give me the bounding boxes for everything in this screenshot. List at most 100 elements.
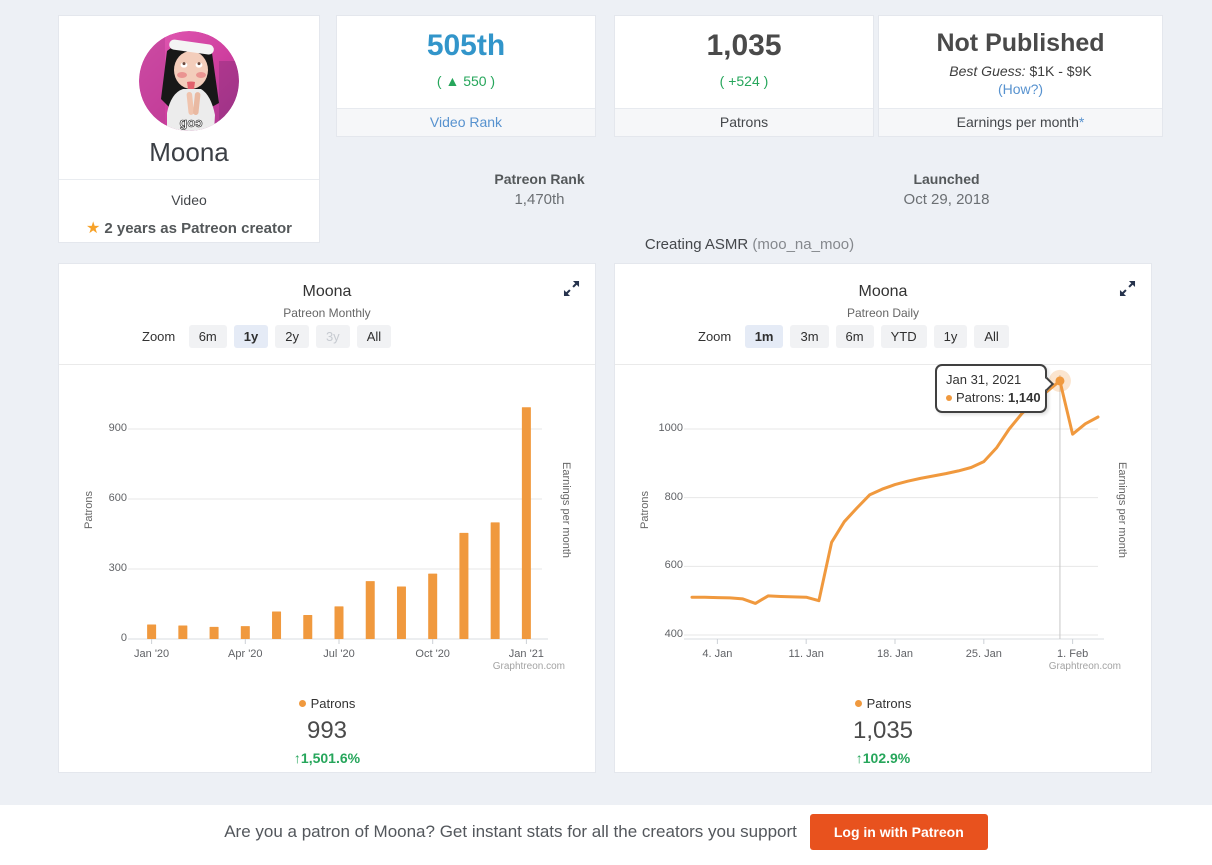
zoom-button-3y: 3y	[315, 325, 350, 348]
chart-bar[interactable]	[334, 606, 344, 639]
zoom-button-1y[interactable]: 1y	[933, 325, 968, 348]
zoom-button-1y[interactable]: 1y	[233, 325, 269, 348]
y-tick-label: 600	[108, 492, 127, 504]
y-tick-label: 600	[664, 559, 683, 572]
chart-bar[interactable]	[240, 626, 250, 639]
video-rank-card: 505th ( ▲ 550 ) Video Rank	[336, 15, 596, 137]
creating-line: Creating ASMR (moo_na_moo)	[336, 236, 1163, 253]
chart-bar[interactable]	[459, 532, 469, 639]
patrons-label: Patrons	[719, 114, 769, 130]
tooltip-series-label: Patrons:	[956, 390, 1005, 405]
chart-bar[interactable]	[272, 611, 282, 639]
divider	[615, 364, 1151, 365]
monthly-zoom-row: Zoom 6m 1y 2y 3y All	[142, 325, 398, 349]
legend-series[interactable]: Patrons	[615, 696, 1151, 711]
legend-series[interactable]: Patrons	[59, 696, 595, 711]
page: { "page": { "background": "#edf0f5", "ac…	[0, 15, 1212, 865]
expand-icon[interactable]	[563, 280, 580, 297]
monthly-plot-area[interactable]: Patrons Earnings per month Graphtreon.co…	[59, 364, 595, 694]
chart-bar[interactable]	[147, 624, 157, 639]
patrons-card: 1,035 ( +524 ) Patrons	[614, 15, 874, 137]
legend-label: Patrons	[310, 696, 356, 711]
tooltip-value: 1,140	[1008, 390, 1041, 405]
creating-text: Creating ASMR	[644, 236, 749, 253]
y-tick-label: 400	[664, 628, 683, 640]
chart-bar[interactable]	[490, 522, 500, 639]
watermark: Graphtreon.com	[1048, 661, 1121, 672]
how-link[interactable]: (How?)	[997, 80, 1044, 97]
zoom-button-6m[interactable]: 6m	[188, 325, 227, 348]
zoom-button-6m[interactable]: 6m	[835, 325, 874, 348]
expand-icon[interactable]	[1119, 280, 1136, 297]
y-tick-label: 0	[120, 632, 127, 644]
zoom-button-All[interactable]: All	[974, 325, 1009, 348]
series-dot-icon	[946, 395, 952, 401]
y-tick-label: 900	[108, 422, 127, 434]
zoom-button-3m[interactable]: 3m	[790, 325, 829, 348]
patrons-body: 1,035 ( +524 )	[615, 16, 873, 108]
zoom-button-All[interactable]: All	[356, 325, 392, 348]
creator-category: Video	[171, 192, 207, 208]
x-tick-label: Jan '21	[508, 648, 544, 660]
creating-handle: (moo_na_moo)	[748, 236, 855, 253]
x-tick-label: Apr '20	[228, 648, 263, 660]
monthly-chart-subtitle: Patreon Monthly	[283, 306, 371, 320]
patrons-line[interactable]	[690, 379, 1100, 605]
highlighted-point[interactable]	[1055, 376, 1065, 386]
patrons-change: ( +524 )	[719, 72, 769, 89]
earnings-guess-value: $1K - $9K	[1029, 62, 1092, 79]
zoom-label: Zoom	[698, 329, 732, 344]
monthly-chart-svg[interactable]	[128, 381, 556, 651]
x-tick-label: 25. Jan	[965, 648, 1002, 660]
launched-block: Launched Oct 29, 2018	[743, 171, 1150, 208]
current-patrons: 993	[306, 717, 348, 744]
video-rank-value: 505th	[426, 29, 506, 62]
y-tick-label: 1000	[658, 422, 683, 434]
x-tick-label: Jan '20	[134, 648, 170, 660]
login-message: Are you a patron of Moona? Get instant s…	[224, 822, 797, 841]
launched-value: Oct 29, 2018	[903, 191, 990, 208]
star-icon: ★	[86, 220, 101, 237]
patreon-rank-label: Patreon Rank	[494, 171, 585, 187]
login-banner: Are you a patron of Moona? Get instant s…	[0, 805, 1212, 865]
video-rank-body: 505th ( ▲ 550 )	[337, 16, 595, 108]
legend-label: Patrons	[866, 696, 912, 711]
x-tick-label: 4. Jan	[702, 648, 733, 660]
y-tick-label: 300	[108, 562, 127, 574]
tenure-text: 2 years as Patreon creator	[104, 220, 292, 237]
earnings-label: Earnings per month	[956, 114, 1079, 130]
zoom-button-1m[interactable]: 1m	[744, 325, 784, 348]
patrons-footer: Patrons	[615, 108, 873, 136]
chart-bar[interactable]	[303, 614, 313, 639]
chart-bar[interactable]	[209, 626, 219, 639]
current-patrons: 1,035	[852, 717, 914, 744]
zoom-label: Zoom	[142, 329, 176, 344]
monthly-chart-title: Moona	[302, 283, 352, 300]
daily-plot-area[interactable]: Patrons Earnings per month Graphtreon.co…	[615, 364, 1151, 694]
chart-tooltip: Jan 31, 2021 Patrons: 1,140	[935, 364, 1055, 413]
video-rank-link[interactable]: Video Rank	[429, 114, 503, 130]
earnings-value: Not Published	[936, 29, 1105, 57]
video-rank-footer: Video Rank	[337, 108, 595, 136]
chart-bar[interactable]	[178, 625, 188, 639]
chart-bar[interactable]	[365, 581, 375, 639]
profile-card: goɔ Moona Video ★ 2 years as Patreon crea…	[58, 15, 320, 243]
earnings-guess: Best Guess: $1K - $9K	[879, 63, 1162, 79]
tooltip-date: Jan 31, 2021	[946, 372, 1022, 387]
zoom-button-YTD[interactable]: YTD	[880, 325, 927, 348]
creator-tenure: ★ 2 years as Patreon creator	[59, 218, 319, 238]
daily-chart-card: Moona Patreon Daily Zoom 1m 3m 6m YTD 1y All …	[614, 263, 1152, 773]
earnings-card: Not Published Best Guess: $1K - $9K (How…	[878, 15, 1163, 137]
chart-bar[interactable]	[428, 573, 438, 639]
creator-name: Moona	[149, 137, 229, 167]
zoom-button-2y[interactable]: 2y	[275, 325, 309, 348]
chart-bar[interactable]	[521, 407, 531, 639]
patreon-rank-block: Patreon Rank 1,470th	[336, 171, 743, 208]
earnings-footer: Earnings per month*	[879, 108, 1162, 136]
monthly-chart-card: Moona Patreon Monthly Zoom 6m 1y 2y 3y All P…	[58, 263, 596, 773]
daily-legend: Patrons 1,035 ↑102.9%	[615, 696, 1151, 766]
daily-chart-svg[interactable]	[684, 369, 1112, 651]
login-with-patreon-button[interactable]: Log in with Patreon	[809, 814, 988, 850]
chart-bar[interactable]	[396, 586, 406, 640]
percent-change: ↑102.9%	[855, 750, 911, 766]
